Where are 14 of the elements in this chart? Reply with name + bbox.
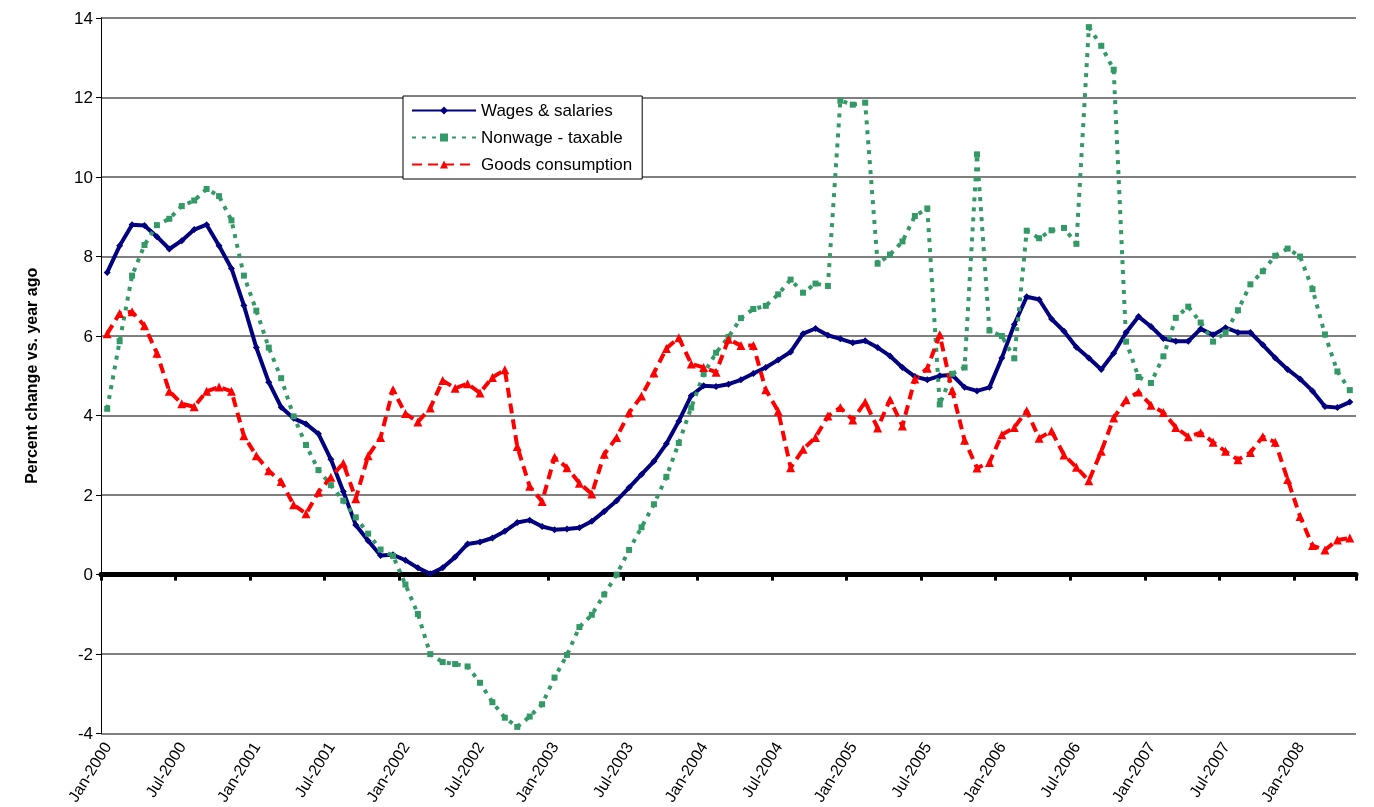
y-tick-label: 12 — [74, 88, 93, 108]
y-tick-label: 2 — [83, 485, 93, 505]
y-tick-label: 10 — [74, 167, 93, 187]
legend-label: Goods consumption — [481, 155, 633, 174]
y-tick-label: 4 — [83, 406, 93, 426]
y-axis-title: Percent change vs. year ago — [22, 267, 40, 484]
y-tick-label: 0 — [83, 565, 93, 585]
y-tick-label: 8 — [83, 247, 93, 267]
y-tick-label: 6 — [83, 326, 93, 346]
y-tick-label: -2 — [77, 644, 93, 664]
legend-label: Wages & salaries — [481, 101, 613, 120]
legend-label: Nonwage - taxable — [481, 128, 623, 147]
y-tick-label: 14 — [74, 8, 93, 28]
y-tick-label: -4 — [77, 724, 93, 744]
